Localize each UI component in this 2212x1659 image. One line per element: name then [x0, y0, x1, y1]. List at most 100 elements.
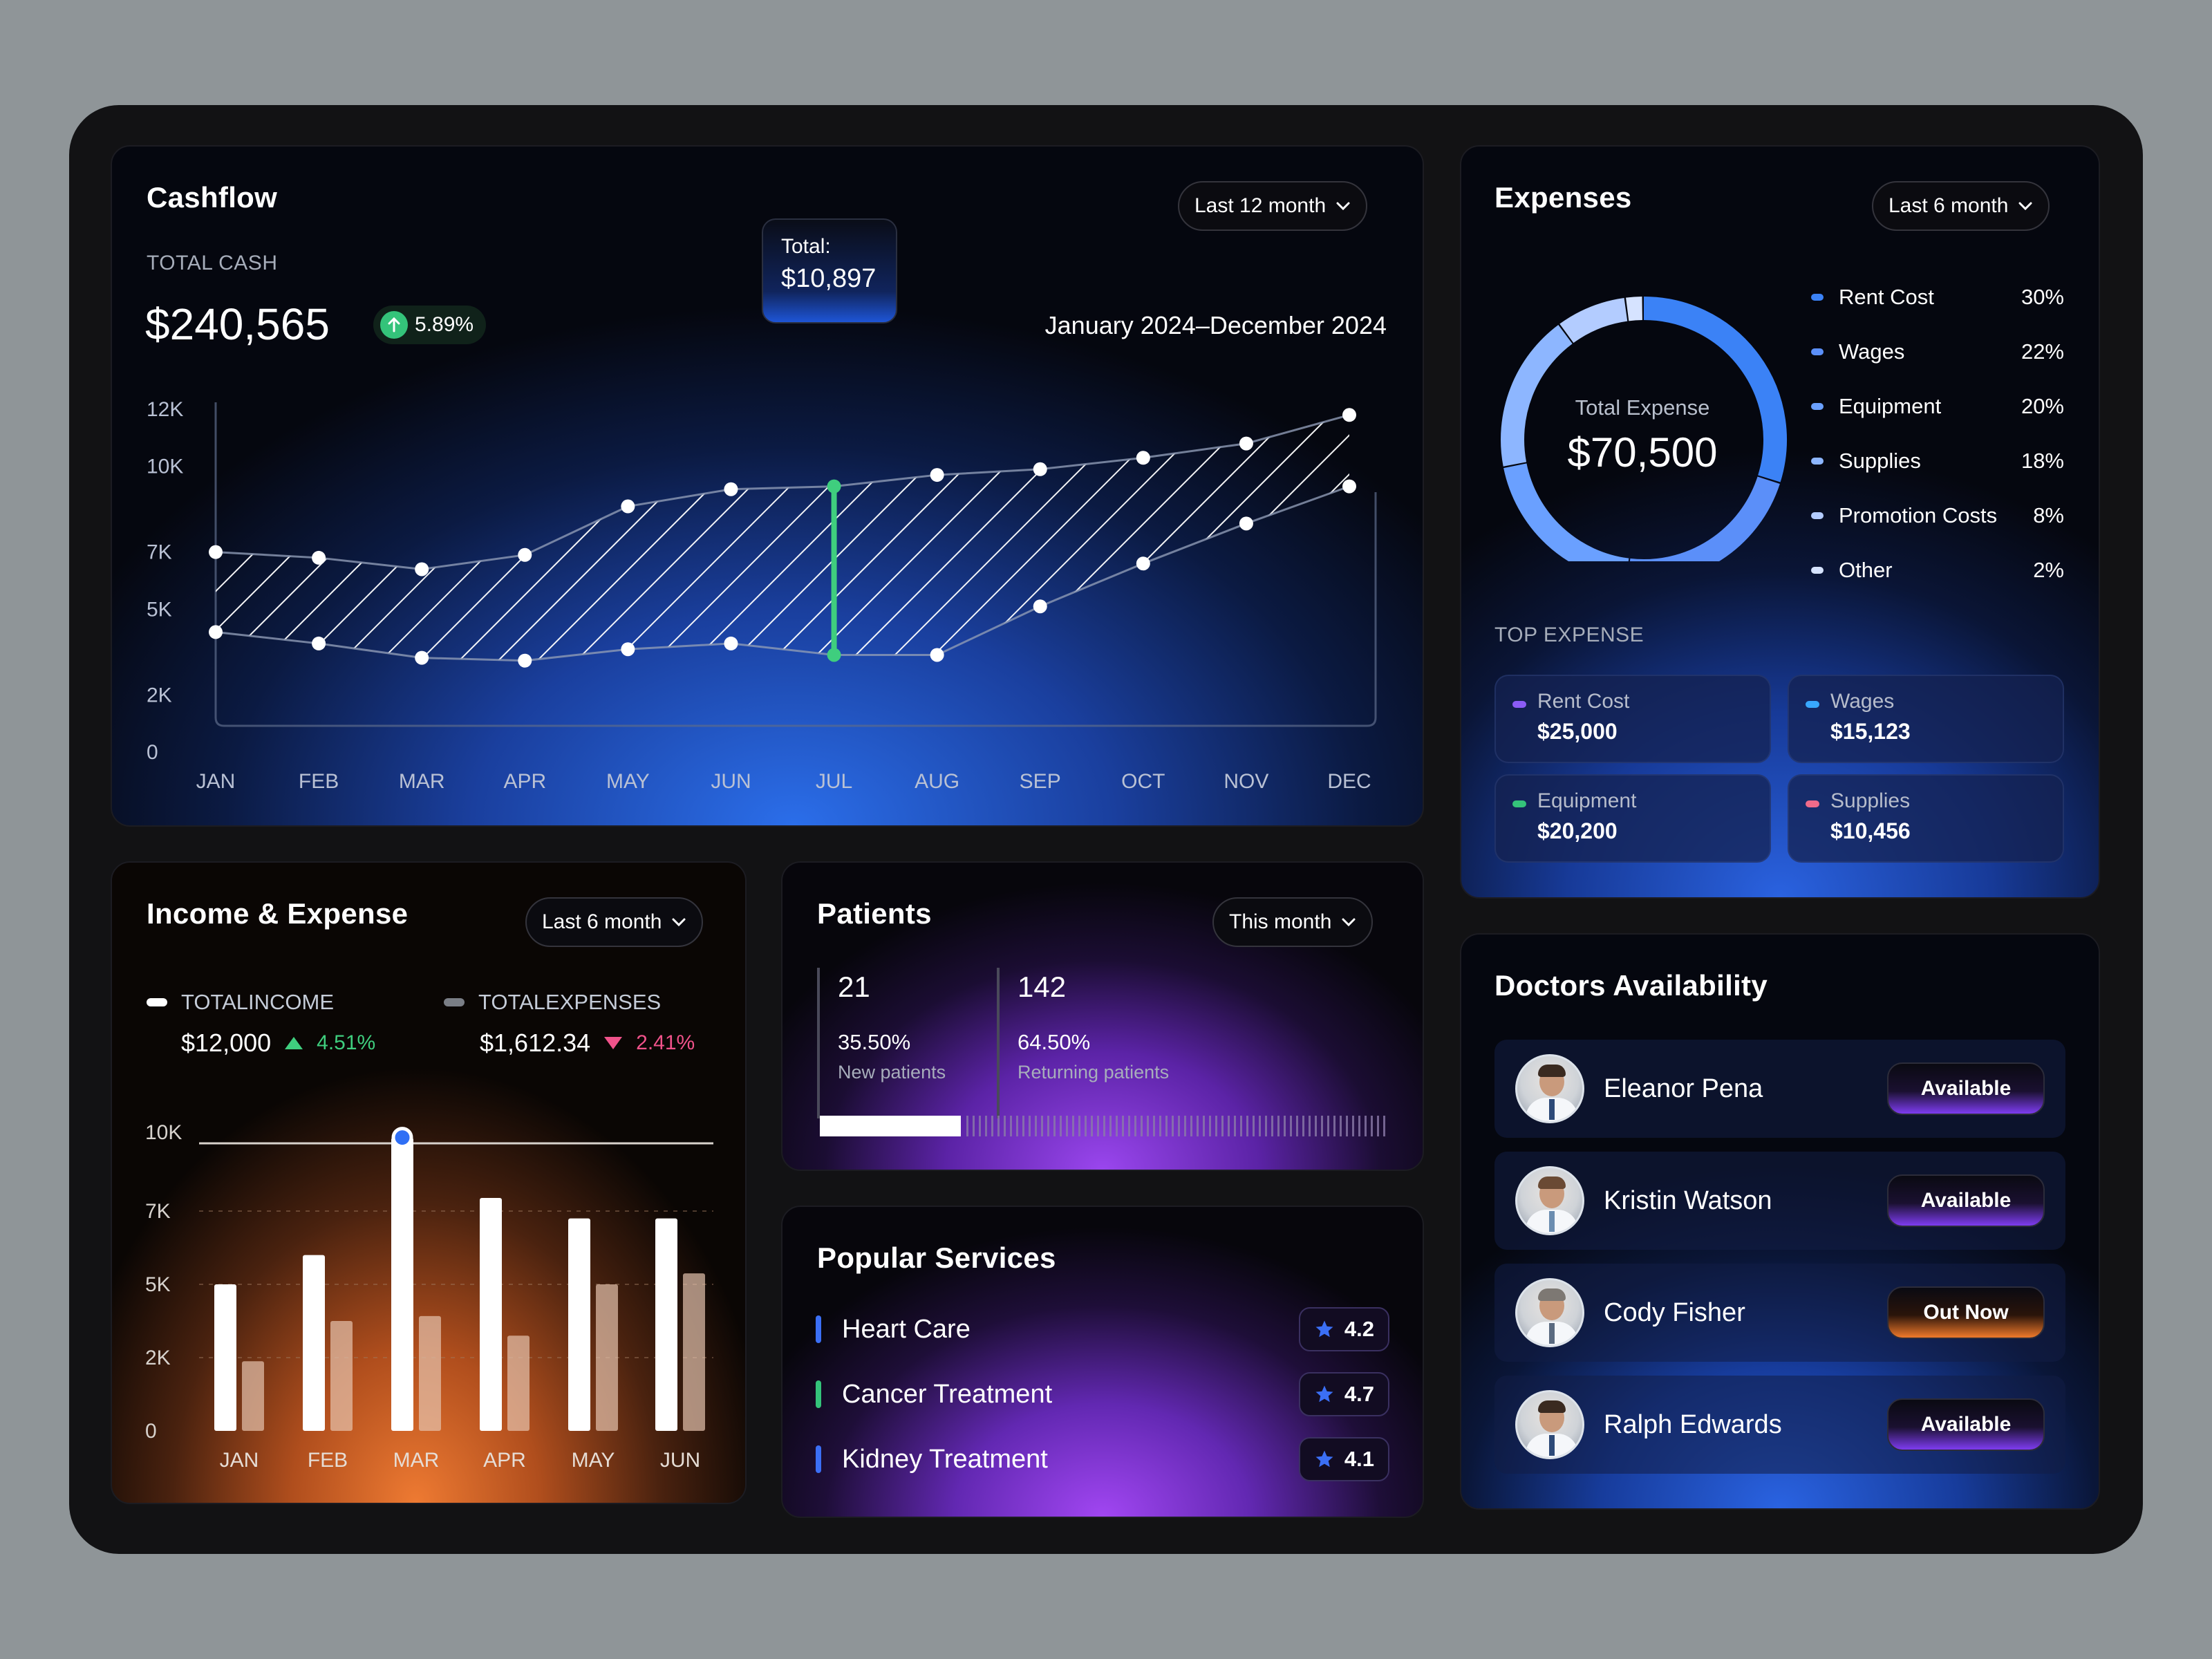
legend-dot [1806, 701, 1819, 708]
income-expense-card: 0 2K 5K 7K 10K JAN FEB MAR APR MAY JUN [111, 861, 747, 1504]
expenses-card [1460, 145, 2100, 899]
service-row[interactable]: Kidney Treatment 4.1 [816, 1434, 1389, 1485]
patients-ratio-bar [820, 1116, 1387, 1136]
data-point-lower [1342, 479, 1356, 494]
doctor-name: Kristin Watson [1604, 1185, 1772, 1215]
avatar [1515, 1390, 1584, 1459]
x-tick-label: APR [483, 1449, 526, 1472]
expenses-period-dropdown[interactable]: Last 6 month [1872, 181, 2050, 231]
legend-dot [444, 998, 465, 1006]
cashflow-title: Cashflow [147, 181, 278, 214]
dropdown-label: Last 12 month [1194, 194, 1327, 217]
x-tick-label: NOV [1224, 770, 1268, 793]
rating-value: 4.2 [1344, 1317, 1374, 1341]
donut-center-label: Total Expense [1575, 395, 1710, 420]
legend-name: Rent Cost [1839, 285, 1934, 309]
cashflow-band [216, 415, 1349, 661]
income-expense-chart: 0 2K 5K 7K 10K JAN FEB MAR APR MAY JUN [145, 1121, 713, 1472]
legend-name: Equipment [1839, 394, 1942, 418]
chevron-down-icon [1336, 202, 1350, 211]
expense-bar [419, 1315, 441, 1431]
popular-services-title: Popular Services [817, 1241, 1056, 1274]
cashflow-period-dropdown[interactable]: Last 12 month [1178, 181, 1368, 231]
doctor-row[interactable]: Eleanor Pena Available [1494, 1040, 2065, 1138]
y-tick-label: 0 [145, 1420, 157, 1443]
star-icon [1315, 1385, 1333, 1403]
doctor-row[interactable]: Kristin Watson Available [1494, 1152, 2065, 1250]
x-tick-label: JUN [711, 770, 751, 793]
legend-pct: 18% [2021, 449, 2064, 473]
expense-bar [242, 1361, 264, 1431]
patients-title: Patients [817, 897, 932, 930]
tile-value: $15,123 [1830, 719, 1911, 744]
legend-name: Other [1839, 558, 1893, 582]
legend-name: Promotion Costs [1839, 503, 1998, 527]
income-period-dropdown[interactable]: Last 6 month [525, 897, 704, 947]
donut-slice [1503, 463, 1629, 561]
service-rating: 4.1 [1298, 1437, 1389, 1481]
doctor-row[interactable]: Ralph Edwards Available [1494, 1376, 2065, 1474]
x-tick-label: AUG [915, 770, 959, 793]
dropdown-label: Last 6 month [542, 910, 662, 933]
income-value: $12,000 [181, 1029, 272, 1057]
status-badge[interactable]: Out Now [1887, 1286, 2045, 1339]
doctor-name: Ralph Edwards [1604, 1409, 1782, 1439]
income-legend: TOTALINCOME [147, 990, 334, 1015]
legend-dot [1512, 701, 1526, 708]
status-badge[interactable]: Available [1887, 1062, 2045, 1115]
tooltip-label: Total: [781, 235, 831, 258]
legend-pct: 22% [2021, 339, 2064, 364]
service-row[interactable]: Heart Care 4.2 [816, 1304, 1389, 1355]
x-tick-label: SEP [1020, 770, 1061, 793]
new-patients-pct: 35.50% [838, 1030, 911, 1054]
status-badge[interactable]: Available [1887, 1174, 2045, 1227]
y-tick-label: 10K [145, 1121, 182, 1144]
total-cash-label: TOTAL CASH [147, 252, 278, 274]
data-point-lower [518, 653, 532, 668]
cashflow-date-range: January 2024–December 2024 [1044, 311, 1387, 339]
x-tick-label: FEB [308, 1449, 348, 1472]
legend-pct: 30% [2021, 285, 2064, 309]
legend-pct: 2% [2033, 558, 2064, 582]
legend-dot [1811, 458, 1824, 465]
legend-row: Equipment 20% [1811, 394, 2064, 419]
tile-name: Supplies [1830, 789, 1911, 812]
service-rating: 4.7 [1298, 1372, 1389, 1416]
data-point-upper [930, 468, 944, 482]
y-tick-label: 2K [145, 1347, 171, 1369]
new-patients-divider [817, 968, 820, 1118]
y-tick-label: 12K [147, 398, 183, 421]
data-point-lower [1239, 516, 1253, 531]
tile-name: Wages [1830, 690, 1895, 713]
expense-legend: TOTALEXPENSES [444, 990, 661, 1015]
doctor-row[interactable]: Cody Fisher Out Now [1494, 1264, 2065, 1362]
legend-dot [147, 998, 167, 1006]
avatar [1515, 1054, 1584, 1123]
donut-slice [1559, 297, 1628, 344]
service-name: Cancer Treatment [842, 1379, 1053, 1409]
series-lower-line [215, 485, 1350, 662]
service-row[interactable]: Cancer Treatment 4.7 [816, 1369, 1389, 1420]
y-tick-label: 2K [147, 684, 172, 706]
tile-value: $20,200 [1537, 818, 1618, 843]
status-badge[interactable]: Available [1887, 1398, 2045, 1451]
star-icon [1315, 1450, 1333, 1468]
expenses-title: Expenses [1494, 181, 1632, 214]
returning-patients-count: 142 [1018, 971, 1067, 1003]
legend-row: Rent Cost 30% [1811, 285, 2064, 310]
legend-dot [1811, 567, 1824, 574]
data-point-upper [1342, 408, 1356, 422]
returning-patients-pct: 64.50% [1018, 1030, 1091, 1054]
top-expense-tile: Rent Cost $25,000 [1494, 675, 1771, 763]
legend-name: Supplies [1839, 449, 1921, 473]
service-marker [816, 1380, 821, 1408]
legend-pct: 20% [2021, 394, 2064, 418]
patients-period-dropdown[interactable]: This month [1212, 897, 1374, 947]
legend-row: Other 2% [1811, 558, 2064, 583]
legend-pct: 8% [2033, 503, 2064, 527]
cashflow-tooltip: Total: $10,897 [762, 218, 897, 324]
data-point-lower [415, 650, 429, 665]
total-cash-value: $240,565 [145, 299, 330, 349]
rating-value: 4.7 [1344, 1382, 1374, 1406]
expense-change: 2.41% [636, 1031, 695, 1054]
